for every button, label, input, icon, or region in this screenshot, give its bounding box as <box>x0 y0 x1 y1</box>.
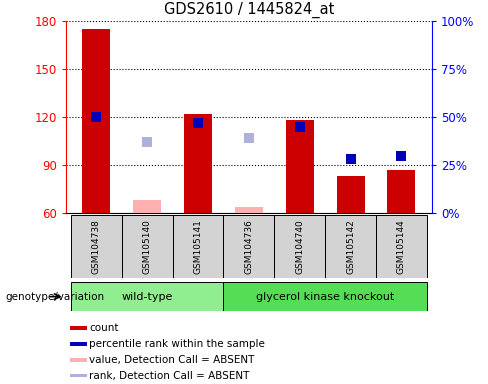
Text: GSM105141: GSM105141 <box>194 219 203 274</box>
Text: GSM105140: GSM105140 <box>142 219 152 274</box>
Bar <box>70 326 87 330</box>
Text: wild-type: wild-type <box>122 291 173 302</box>
Text: GSM104738: GSM104738 <box>92 219 101 274</box>
Text: glycerol kinase knockout: glycerol kinase knockout <box>256 291 394 302</box>
Text: GSM104736: GSM104736 <box>244 219 253 274</box>
Bar <box>235 207 263 213</box>
Text: GSM105142: GSM105142 <box>346 219 355 274</box>
Text: GSM105144: GSM105144 <box>397 219 406 274</box>
Bar <box>70 358 87 362</box>
Bar <box>70 342 87 346</box>
Bar <box>70 374 87 377</box>
Bar <box>122 215 173 278</box>
Bar <box>325 215 376 278</box>
Text: GSM104740: GSM104740 <box>295 219 304 274</box>
Text: value, Detection Call = ABSENT: value, Detection Call = ABSENT <box>89 355 254 365</box>
Bar <box>224 215 274 278</box>
Bar <box>286 120 314 213</box>
Bar <box>224 282 427 311</box>
Bar <box>173 215 224 278</box>
Bar <box>71 215 122 278</box>
Bar <box>337 176 365 213</box>
Text: percentile rank within the sample: percentile rank within the sample <box>89 339 265 349</box>
Text: count: count <box>89 323 119 333</box>
Bar <box>376 215 427 278</box>
Bar <box>184 114 212 213</box>
Bar <box>82 29 110 213</box>
Text: genotype/variation: genotype/variation <box>5 291 104 302</box>
Text: rank, Detection Call = ABSENT: rank, Detection Call = ABSENT <box>89 371 249 381</box>
Title: GDS2610 / 1445824_at: GDS2610 / 1445824_at <box>163 2 334 18</box>
Bar <box>133 200 161 213</box>
Bar <box>71 282 224 311</box>
Bar <box>387 170 415 213</box>
Bar <box>274 215 325 278</box>
